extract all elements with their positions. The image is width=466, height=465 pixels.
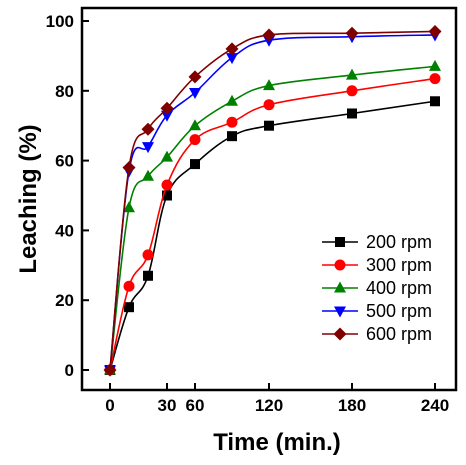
legend-item: 400 rpm: [322, 278, 432, 298]
x-tick-label: 60: [186, 396, 205, 415]
data-point: [122, 161, 136, 175]
data-point: [123, 280, 135, 292]
data-point: [188, 70, 202, 84]
series-line: [109, 30, 436, 371]
legend-label: 300 rpm: [366, 255, 432, 275]
data-point: [227, 131, 237, 142]
data-point: [162, 190, 172, 201]
data-point: [124, 302, 134, 313]
data-point: [189, 119, 201, 131]
y-tick-label: 100: [46, 12, 74, 31]
data-point: [226, 94, 238, 106]
data-point: [189, 88, 201, 100]
legend-marker: [333, 327, 347, 341]
data-point: [263, 99, 275, 111]
legend-label: 500 rpm: [366, 301, 432, 321]
x-axis-title: Time (min.): [213, 429, 341, 456]
data-point: [103, 363, 117, 377]
data-point: [262, 28, 276, 42]
legend: 200 rpm 300 rpm 400 rpm 500 rpm 600 rpm: [322, 232, 432, 344]
data-point: [345, 26, 359, 40]
y-tick-label: 80: [55, 82, 74, 101]
legend-label: 200 rpm: [366, 232, 432, 252]
y-tick-label: 60: [55, 152, 74, 171]
y-tick-label: 40: [55, 221, 74, 240]
data-point: [225, 42, 239, 56]
legend-item: 500 rpm: [322, 301, 432, 321]
data-point: [123, 201, 135, 213]
data-point: [142, 142, 154, 154]
legend-label: 600 rpm: [366, 324, 432, 344]
x-tick-label: 0: [105, 396, 114, 415]
data-point: [189, 134, 201, 146]
legend-item: 300 rpm: [322, 255, 432, 275]
data-point: [346, 85, 358, 97]
legend-marker: [334, 281, 346, 293]
data-point: [428, 24, 442, 38]
series-600-rpm: [103, 24, 442, 377]
data-point: [226, 53, 238, 65]
x-tick-label: 30: [158, 396, 177, 415]
series-300-rpm: [104, 73, 441, 376]
data-point: [141, 122, 155, 136]
legend-marker: [334, 259, 346, 271]
data-point: [226, 116, 238, 128]
legend-item: 600 rpm: [322, 324, 432, 344]
data-point: [263, 79, 275, 91]
data-point: [161, 110, 173, 122]
x-tick-label: 120: [255, 396, 283, 415]
data-point: [190, 159, 200, 170]
data-point: [142, 249, 154, 261]
data-point: [161, 179, 173, 191]
legend-label: 400 rpm: [366, 278, 432, 298]
data-point: [346, 68, 358, 80]
y-tick-label: 0: [65, 361, 74, 380]
data-point: [430, 96, 440, 107]
data-point: [142, 169, 154, 181]
x-tick-label: 180: [338, 396, 366, 415]
data-point: [143, 270, 153, 281]
data-point: [160, 101, 174, 115]
y-tick-label: 20: [55, 291, 74, 310]
data-point: [429, 73, 441, 85]
legend-marker: [334, 306, 346, 318]
legend-item: 200 rpm: [322, 232, 432, 252]
data-point: [161, 150, 173, 162]
y-axis-title: Leaching (%): [15, 124, 42, 273]
data-point: [429, 59, 441, 71]
data-point: [264, 120, 274, 131]
legend-marker: [335, 237, 345, 247]
x-tick-label: 240: [421, 396, 449, 415]
data-point: [347, 108, 357, 119]
